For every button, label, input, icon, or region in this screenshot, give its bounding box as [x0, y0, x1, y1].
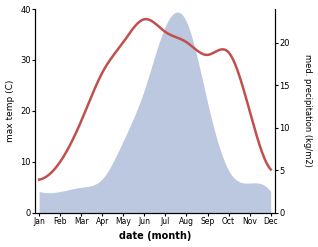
Y-axis label: max temp (C): max temp (C) — [5, 80, 15, 142]
X-axis label: date (month): date (month) — [119, 231, 191, 242]
Y-axis label: med. precipitation (kg/m2): med. precipitation (kg/m2) — [303, 54, 313, 167]
